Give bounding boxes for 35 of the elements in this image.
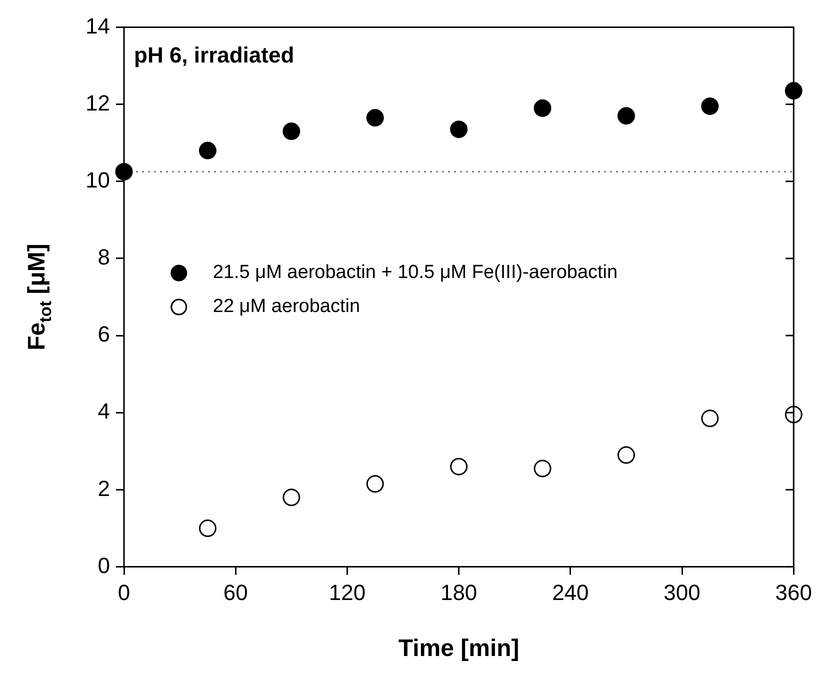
point	[701, 97, 719, 115]
y-tick-label: 8	[98, 244, 110, 270]
y-axis-title: Fetot [μM]	[24, 244, 56, 350]
y-tick-label: 14	[86, 13, 110, 38]
point	[784, 82, 802, 100]
point	[450, 120, 468, 138]
x-tick-label: 180	[440, 580, 478, 606]
point	[617, 446, 635, 464]
point	[534, 99, 552, 117]
y-tick-label: 0	[98, 552, 110, 578]
text: pH 6, irradiated	[134, 42, 294, 68]
x-axis-title: Time [min]	[398, 635, 520, 662]
x-tick-label: 0	[118, 580, 130, 606]
point	[366, 109, 384, 127]
y-tick-label: 4	[98, 398, 110, 424]
y-tick-label: 2	[98, 476, 110, 501]
point	[450, 458, 468, 476]
x-tick-label: 120	[328, 580, 366, 606]
point	[617, 107, 635, 125]
legend-label: 21.5 μM aerobactin + 10.5 μM Fe(III)-aerobactin	[212, 262, 618, 284]
x-tick-label: 360	[775, 580, 812, 606]
y-tick-label: 6	[98, 322, 110, 347]
x-tick-label: 240	[552, 580, 589, 606]
x-tick-label: 60	[223, 580, 248, 606]
point	[198, 520, 216, 538]
point	[701, 410, 719, 428]
point	[534, 460, 552, 478]
point	[282, 488, 300, 506]
point	[282, 122, 300, 140]
point	[198, 142, 216, 160]
y-tick-label: 10	[86, 167, 110, 192]
point	[366, 475, 384, 493]
y-tick-label: 12	[86, 90, 110, 116]
x-tick-label: 300	[664, 580, 700, 606]
legend-label: 22 μM aerobactin	[212, 296, 360, 318]
